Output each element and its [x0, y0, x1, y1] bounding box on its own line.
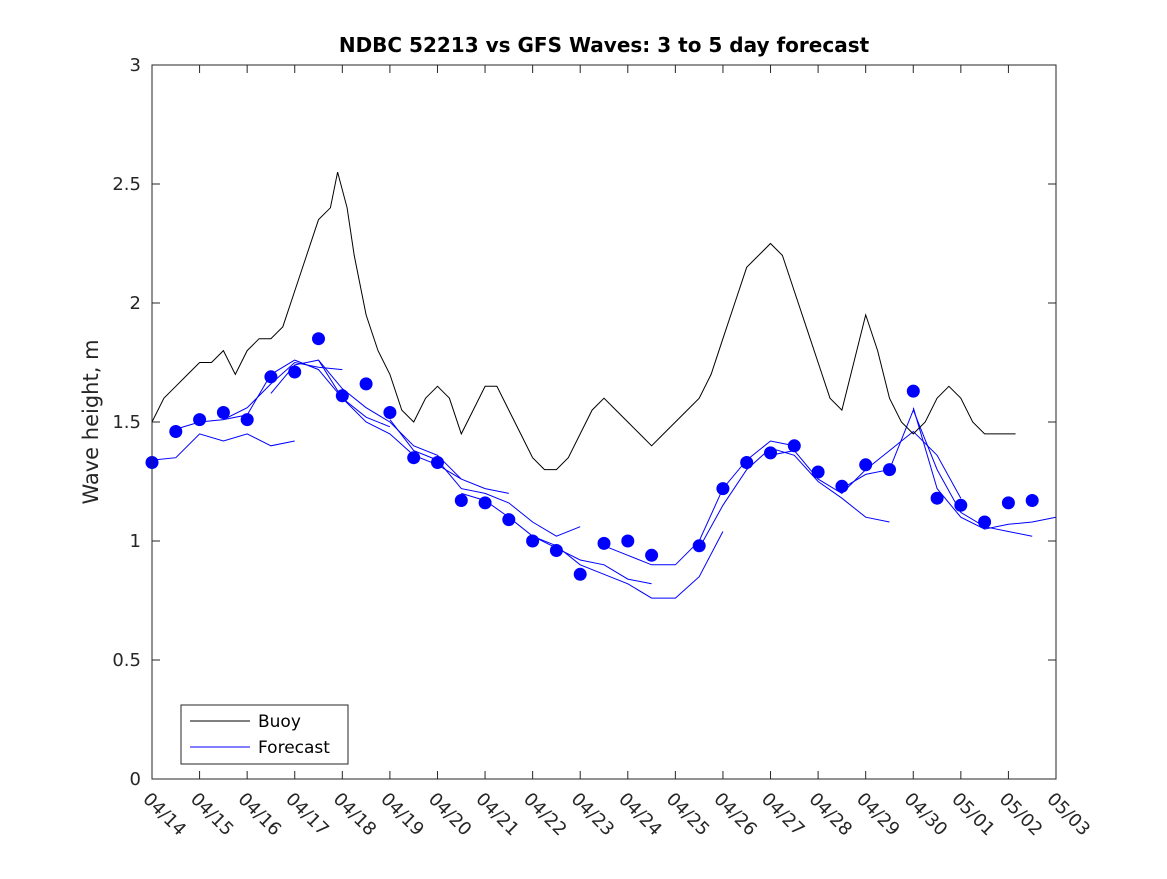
x-tick-label: 04/20: [424, 789, 476, 841]
forecast-point-11: [407, 451, 421, 465]
y-tick-label: 2.5: [112, 174, 141, 195]
x-tick-label: 04/26: [709, 789, 761, 841]
x-tick-label: 04/19: [376, 789, 428, 841]
forecast-point-18: [573, 567, 587, 581]
forecast-point-13: [454, 494, 468, 507]
forecast-point-23: [716, 482, 730, 496]
x-tick-label: 04/30: [900, 789, 952, 841]
forecast-point-33: [954, 498, 968, 512]
forecast-run-line-9: [698, 447, 890, 549]
forecast-point-27: [811, 465, 825, 479]
y-tick-label: 3: [130, 55, 141, 76]
legend-label-forecast: Forecast: [258, 738, 330, 758]
forecast-point-15: [502, 513, 516, 527]
x-tick-label: 05/02: [995, 789, 1047, 841]
forecast-run-line-3: [270, 359, 462, 480]
x-tick-label: 05/01: [947, 789, 999, 841]
x-tick-label: 04/27: [757, 789, 809, 841]
x-tick-label: 04/28: [805, 789, 857, 841]
x-tick-label: 04/18: [329, 789, 381, 841]
plot-frame: [151, 64, 1057, 780]
x-tick-label: 04/22: [519, 789, 571, 841]
forecast-point-6: [288, 365, 302, 379]
x-tick-label: 05/03: [1042, 789, 1094, 841]
forecast-point-12: [431, 456, 444, 469]
forecast-point-30: [883, 463, 896, 477]
x-tick-label: 04/25: [662, 789, 714, 841]
forecast-point-1: [169, 425, 183, 438]
forecast-point-36: [1025, 494, 1039, 507]
forecast-point-22: [692, 539, 706, 553]
legend: Buoy Forecast: [180, 704, 349, 765]
x-tick-label: 04/16: [234, 789, 286, 841]
x-tick-label: 04/21: [472, 789, 524, 841]
forecast-point-2: [193, 413, 207, 427]
forecast-run-line-0: [151, 433, 295, 461]
forecast-point-26: [787, 439, 801, 453]
forecast-point-5: [264, 370, 278, 384]
y-tick-label: 0: [130, 769, 141, 790]
forecast-point-16: [526, 534, 540, 548]
forecast-point-4: [240, 413, 254, 427]
x-tick-label: 04/15: [186, 789, 238, 841]
forecast-point-31: [906, 384, 920, 398]
forecast-point-21: [645, 548, 659, 562]
forecast-point-8: [335, 389, 349, 403]
forecast-run-line-2: [223, 359, 391, 428]
forecast-run-line-11: [841, 408, 1033, 537]
x-tick-label: 04/23: [567, 789, 619, 841]
forecast-point-9: [359, 377, 373, 391]
y-tick-label: 1.5: [112, 412, 141, 433]
forecast-run-line-7: [532, 531, 724, 599]
chart-title: NDBC 52213 vs GFS Waves: 3 to 5 day fore…: [339, 33, 870, 57]
y-tick-label: 0.5: [112, 650, 141, 671]
x-tick-label: 04/29: [852, 789, 904, 841]
y-tick-label: 2: [130, 293, 141, 314]
forecast-point-19: [597, 536, 611, 550]
buoy-series-line: [151, 171, 1016, 471]
x-tick-label: 04/17: [281, 789, 333, 841]
forecast-run-line-4: [318, 359, 509, 494]
x-tick-label: 04/24: [614, 789, 666, 841]
forecast-point-14: [478, 496, 492, 510]
forecast-point-10: [383, 406, 397, 419]
legend-label-buoy: Buoy: [258, 712, 301, 732]
forecast-point-20: [621, 534, 635, 548]
forecast-point-24: [740, 456, 754, 469]
y-axis-label: Wave height, m: [79, 339, 103, 504]
forecast-point-32: [930, 491, 944, 505]
forecast-point-34: [978, 515, 992, 529]
forecast-run-line-12: [912, 407, 1057, 530]
forecast-point-29: [859, 458, 873, 472]
forecast-point-28: [835, 479, 849, 493]
forecast-point-17: [549, 544, 563, 557]
x-tick-label: 04/14: [138, 789, 190, 841]
forecast-point-35: [1001, 496, 1015, 510]
legend-box: [180, 704, 349, 765]
y-tick-label: 1: [130, 531, 141, 552]
plot-area: [145, 171, 1057, 599]
forecast-point-25: [764, 446, 777, 460]
forecast-point-3: [216, 406, 230, 419]
forecast-run-line-5: [389, 419, 581, 537]
forecast-point-7: [312, 332, 325, 346]
